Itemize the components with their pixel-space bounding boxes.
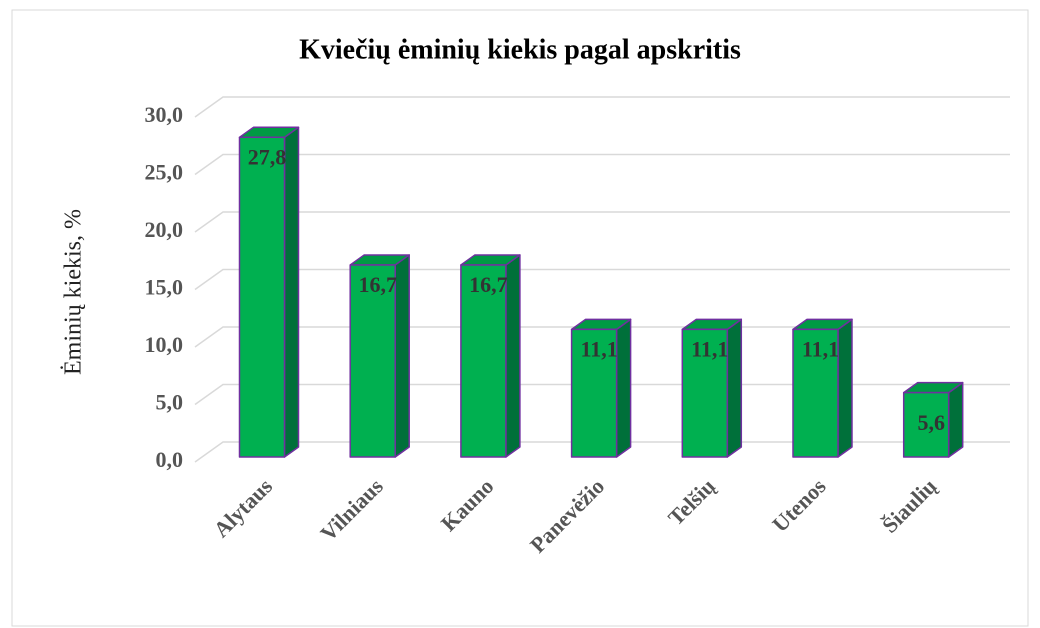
bar-front [349,264,396,458]
bar-side [505,254,521,458]
y-tick-label: 30,0 [145,102,184,127]
bar-side [283,126,300,458]
bar [792,318,853,458]
data-label: 11,1 [802,336,839,361]
y-tick-label: 20,0 [145,217,184,242]
grid-line [194,268,1010,291]
grid-line [194,96,1010,118]
bar [570,318,632,458]
bar-side [947,381,964,458]
bar-front [792,328,839,458]
data-label: 11,1 [580,336,617,361]
y-tick-label: 0,0 [156,447,184,472]
bar-side [726,318,743,458]
bar [460,254,521,458]
bar [238,126,300,458]
data-label: 27,8 [248,144,287,169]
grid-line [194,153,1010,176]
y-tick-label: 10,0 [145,332,184,357]
bar-side [615,318,632,458]
data-label: 11,1 [691,336,728,361]
data-label: 16,7 [469,272,508,297]
bar-front [238,136,286,458]
data-label: 16,7 [358,272,397,297]
grid-line [194,211,1010,233]
bar [349,254,410,458]
chart-title: Kviečių ėminių kiekis pagal apskritis [299,34,741,65]
grid-line [194,441,1010,463]
bar [902,381,964,458]
bar-front [902,391,950,458]
bar-side [837,318,853,458]
bar-front [460,264,507,458]
grid-line [194,383,1010,406]
y-axis-title: Ėminių kiekis, % [61,209,87,375]
bar-front [681,328,729,458]
grid-line [194,326,1010,348]
data-label: 5,6 [917,410,945,435]
y-tick-label: 15,0 [145,275,184,300]
y-tick-label: 5,0 [156,390,184,415]
bar-front [570,328,618,458]
y-tick-label: 25,0 [145,160,184,185]
bar-side [394,254,410,458]
bar [681,318,743,458]
